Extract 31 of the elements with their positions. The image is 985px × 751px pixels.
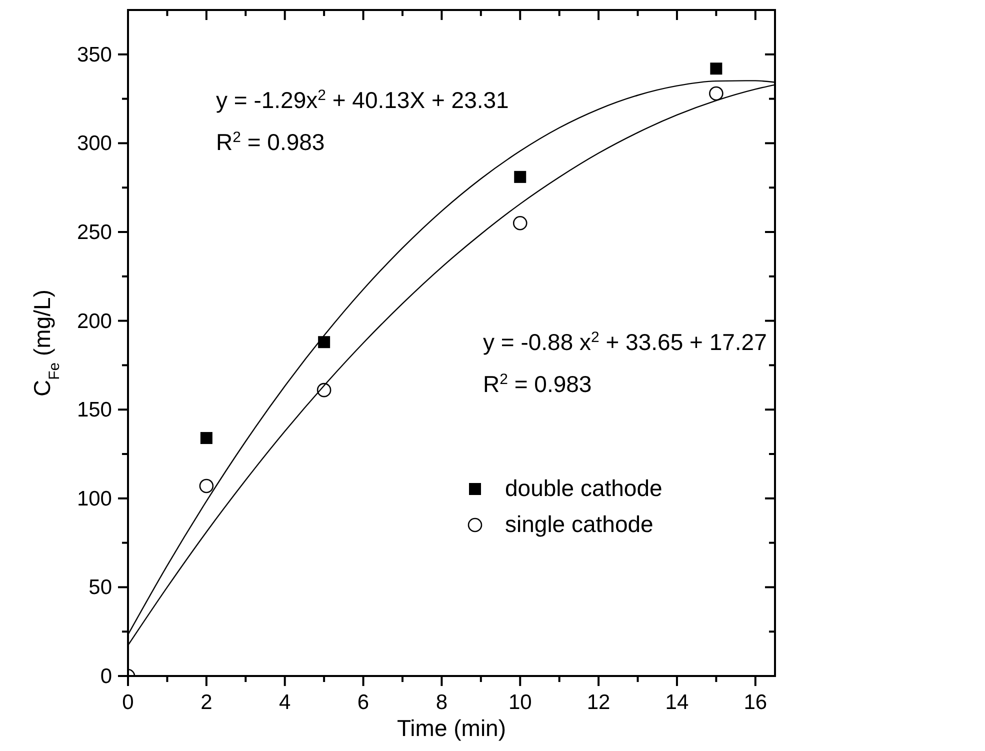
- point: [709, 86, 724, 101]
- x-tick-label: 14: [665, 691, 689, 714]
- point: [514, 170, 526, 183]
- legend-label: double cathode: [505, 475, 662, 501]
- y-tick-label: 250: [76, 221, 112, 244]
- y-tick-label: 350: [76, 43, 112, 66]
- point: [199, 478, 214, 494]
- annotation: y = -1.29x$^{2}$ + 40.13X + 23.31: [216, 86, 509, 113]
- annotation: R$^{2}$ = 0.983: [483, 370, 592, 397]
- x-tick-label: 16: [744, 691, 768, 714]
- x-tick-label: 12: [586, 691, 610, 714]
- y-tick-label: 200: [76, 310, 112, 333]
- legend-label: single cathode: [505, 511, 654, 537]
- y-tick-label: 0: [100, 665, 112, 688]
- point: [512, 216, 528, 230]
- annotation: y = -0.88 x$^{2}$ + 33.65 + 17.27: [483, 328, 767, 355]
- point: [200, 432, 212, 444]
- point: [710, 62, 722, 75]
- point: [318, 336, 330, 348]
- annotation: R$^{2}$ = 0.983: [216, 128, 325, 155]
- x-tick-label: 0: [122, 691, 134, 714]
- y-tick-label: 300: [76, 132, 112, 156]
- x-axis-title: Time (min): [396, 715, 506, 741]
- y-tick-label: 150: [76, 398, 112, 422]
- x-tick-label: 6: [357, 691, 370, 714]
- x-tick-label: 8: [436, 691, 448, 714]
- x-tick-label: 2: [200, 691, 212, 714]
- y-tick-label: 50: [88, 576, 112, 600]
- y-tick-label: 100: [76, 487, 112, 510]
- x-tick-label: 4: [279, 691, 292, 714]
- x-tick-label: 10: [508, 691, 532, 714]
